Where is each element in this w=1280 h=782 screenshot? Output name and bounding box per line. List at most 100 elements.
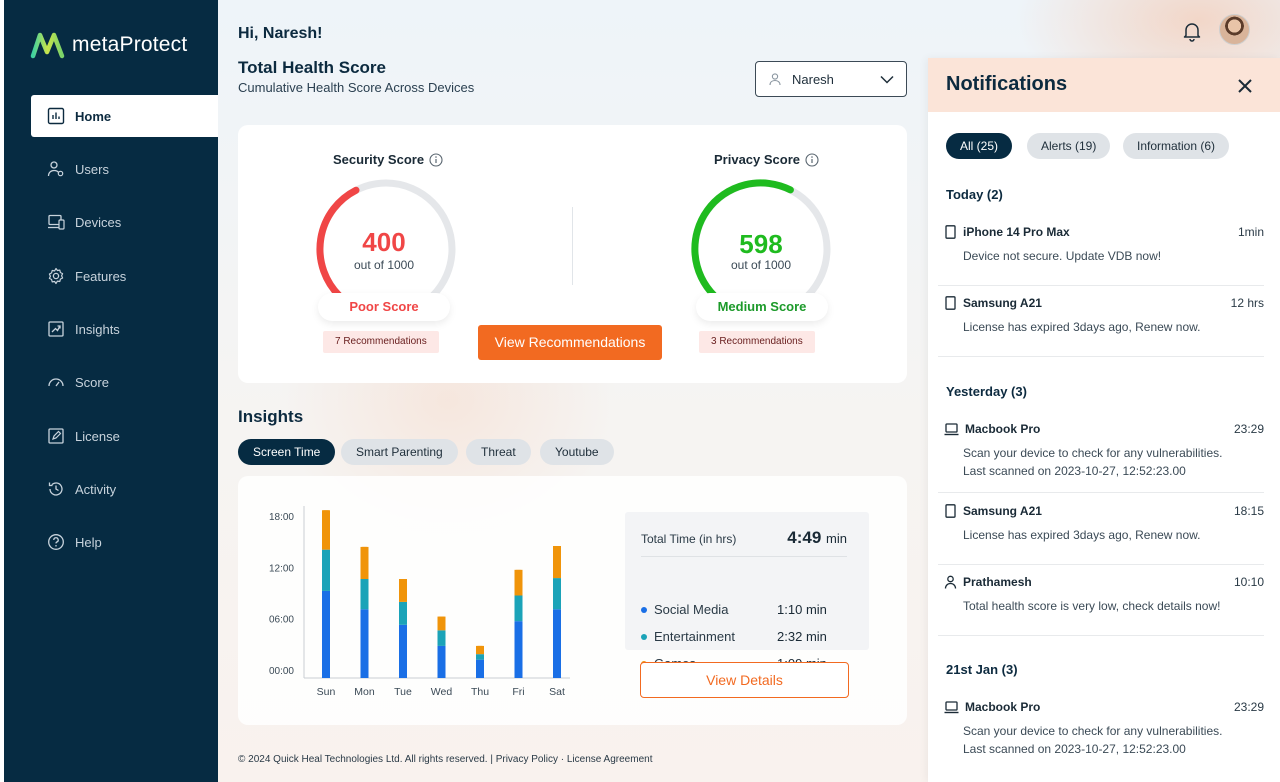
notification-message: Total health score is very low, check de… bbox=[963, 597, 1264, 615]
close-icon[interactable] bbox=[1234, 75, 1256, 97]
tab-information[interactable]: Information (6) bbox=[1123, 133, 1230, 159]
sidebar-item-home[interactable]: Home bbox=[31, 95, 218, 137]
gauge-icon bbox=[48, 378, 64, 387]
sidebar-item-score[interactable]: Score bbox=[31, 361, 218, 403]
bar-segment-social-media[interactable] bbox=[437, 645, 446, 678]
phone-icon bbox=[945, 504, 956, 518]
bar-segment-social-media[interactable] bbox=[360, 609, 369, 678]
info-icon[interactable] bbox=[805, 152, 819, 167]
tab-all[interactable]: All (25) bbox=[946, 133, 1013, 159]
notification-device: Samsung A21 bbox=[944, 504, 1264, 518]
list-item[interactable]: iPhone 14 Pro Max 1min Device not secure… bbox=[944, 225, 1264, 265]
list-item[interactable]: Samsung A21 12 hrs License has expired 3… bbox=[944, 296, 1264, 336]
divider bbox=[938, 635, 1264, 636]
bar-segment-entertainment[interactable] bbox=[322, 549, 330, 591]
sidebar-item-activity[interactable]: Activity bbox=[31, 468, 218, 510]
sidebar-item-label: Score bbox=[75, 374, 109, 390]
sidebar-item-insights[interactable]: Insights bbox=[31, 308, 218, 350]
footer-separator: · bbox=[560, 754, 565, 765]
list-item[interactable]: Macbook Pro 23:29 Scan your device to ch… bbox=[944, 700, 1264, 758]
bar-cap bbox=[476, 645, 484, 650]
list-item[interactable]: Prathamesh 10:10 Total health score is v… bbox=[944, 575, 1264, 615]
message-line: Device not secure. Update VDB now! bbox=[963, 249, 1162, 263]
privacy-score-gauge bbox=[691, 179, 831, 300]
bar-segment-entertainment[interactable] bbox=[437, 630, 446, 646]
sidebar-item-label: Activity bbox=[75, 481, 117, 497]
legend-dot bbox=[641, 633, 647, 640]
screen-time-summary: Total Time (in hrs) 4:49 min Social Medi… bbox=[625, 512, 869, 671]
brand-logo[interactable]: metaProtect bbox=[30, 30, 187, 60]
y-tick-label: 06:00 bbox=[269, 615, 294, 626]
privacy-score-out-of: out of 1000 bbox=[730, 258, 792, 272]
security-recommendations-chip[interactable]: 7 Recommendations bbox=[323, 331, 439, 353]
notification-device: iPhone 14 Pro Max bbox=[944, 225, 1264, 239]
message-line: Scan your device to check for any vulner… bbox=[963, 724, 1223, 738]
total-time-value: 4:49 min bbox=[787, 528, 847, 548]
sidebar-item-license[interactable]: License bbox=[31, 415, 218, 457]
bar-segment-social-media[interactable] bbox=[399, 624, 407, 678]
bar-segment-games[interactable] bbox=[360, 546, 369, 579]
privacy-recommendations-chip[interactable]: 3 Recommendations bbox=[699, 331, 815, 353]
user-icon bbox=[944, 575, 957, 589]
message-line: License has expired 3days ago, Renew now… bbox=[963, 320, 1201, 334]
bar-segment-games[interactable] bbox=[399, 579, 407, 602]
chart-board-icon bbox=[47, 107, 65, 125]
view-recommendations-button[interactable]: View Recommendations bbox=[478, 325, 662, 360]
tab-screen-time[interactable]: Screen Time bbox=[238, 439, 336, 465]
user-icon bbox=[769, 73, 781, 86]
user-select-dropdown[interactable]: Naresh bbox=[755, 61, 907, 97]
security-score-label: Security Score bbox=[333, 152, 443, 167]
bar-segment-games[interactable] bbox=[553, 546, 561, 579]
tab-youtube[interactable]: Youtube bbox=[540, 439, 614, 465]
view-details-button[interactable]: View Details bbox=[640, 662, 849, 698]
license-agreement-link[interactable]: License Agreement bbox=[566, 754, 653, 765]
bar-segment-games[interactable] bbox=[322, 510, 330, 550]
sidebar-item-features[interactable]: Features bbox=[31, 255, 218, 297]
privacy-score-value: 598 bbox=[739, 229, 783, 259]
x-tick-label: Fri bbox=[512, 686, 524, 698]
sidebar-item-users[interactable]: Users bbox=[31, 148, 218, 190]
x-tick-label: Wed bbox=[431, 686, 453, 698]
message-line: Total health score is very low, check de… bbox=[963, 599, 1221, 613]
bar-segment-entertainment[interactable] bbox=[553, 578, 561, 610]
security-score-gauge bbox=[316, 179, 456, 300]
bar-segment-social-media[interactable] bbox=[553, 609, 561, 678]
privacy-policy-link[interactable]: Privacy Policy bbox=[495, 754, 558, 765]
footer: © 2024 Quick Heal Technologies Ltd. All … bbox=[238, 754, 652, 765]
notification-device: Samsung A21 bbox=[944, 296, 1264, 310]
bar-segment-games[interactable] bbox=[437, 616, 446, 631]
health-score-card: Security Score 400 out of 1000 Poor Scor… bbox=[238, 125, 907, 383]
tab-alerts[interactable]: Alerts (19) bbox=[1027, 133, 1111, 159]
list-item[interactable]: Samsung A21 18:15 License has expired 3d… bbox=[944, 504, 1264, 544]
summary-label: Entertainment bbox=[654, 629, 735, 644]
tab-smart-parenting[interactable]: Smart Parenting bbox=[341, 439, 458, 465]
avatar[interactable] bbox=[1219, 14, 1250, 45]
notification-time: 10:10 bbox=[1233, 575, 1264, 589]
sidebar-item-help[interactable]: Help bbox=[31, 521, 218, 563]
footer-copyright: © 2024 Quick Heal Technologies Ltd. All … bbox=[238, 754, 493, 765]
sidebar-item-label: Insights bbox=[75, 321, 120, 337]
sidebar-item-devices[interactable]: Devices bbox=[31, 201, 218, 243]
message-line: Scan your device to check for any vulner… bbox=[963, 446, 1223, 460]
bar-segment-entertainment[interactable] bbox=[476, 654, 484, 660]
notification-time: 18:15 bbox=[1233, 504, 1264, 518]
bar-segment-games[interactable] bbox=[476, 645, 484, 655]
bar-segment-entertainment[interactable] bbox=[514, 595, 523, 622]
tab-threat[interactable]: Threat bbox=[466, 439, 531, 465]
bar-cap bbox=[553, 546, 561, 550]
security-score-value: 400 bbox=[362, 227, 406, 257]
bar-segment-social-media[interactable] bbox=[476, 659, 484, 678]
group-today: Today (2) bbox=[946, 187, 1003, 202]
bar-segment-social-media[interactable] bbox=[514, 621, 523, 678]
sidebar-item-label: Home bbox=[75, 108, 112, 124]
divider bbox=[938, 564, 1264, 565]
bell-icon[interactable] bbox=[1181, 20, 1203, 42]
info-icon[interactable] bbox=[429, 152, 443, 167]
list-item[interactable]: Macbook Pro 23:29 Scan your device to ch… bbox=[944, 422, 1264, 480]
bar-segment-entertainment[interactable] bbox=[399, 601, 407, 625]
bar-segment-entertainment[interactable] bbox=[360, 579, 369, 610]
security-score-out-of: out of 1000 bbox=[353, 258, 415, 272]
bar-segment-social-media[interactable] bbox=[322, 590, 330, 678]
bar-segment-games[interactable] bbox=[514, 569, 523, 596]
notification-time: 1min bbox=[1237, 225, 1264, 239]
